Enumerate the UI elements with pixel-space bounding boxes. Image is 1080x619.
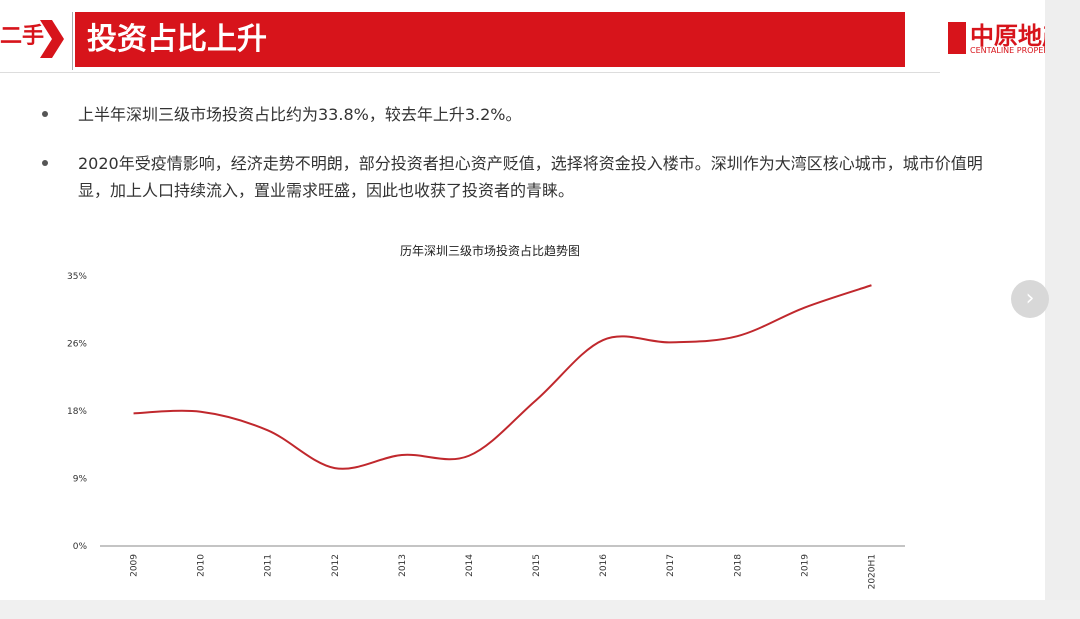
chart: 历年深圳三级市场投资占比趋势图 0% 9% 18% 26% 35% 2009 2010 201… <box>67 243 905 589</box>
line <box>133 284 872 470</box>
bullet-dot <box>42 111 48 117</box>
x-tick-label: 2013 <box>398 554 408 577</box>
x-tick-label: 2010 <box>197 554 207 577</box>
x-tick-label: 2017 <box>666 554 676 577</box>
rule <box>0 72 940 73</box>
x-tick-label: 2020H1 <box>867 554 877 589</box>
bullet-dot <box>42 160 48 166</box>
x-tick-label: 2012 <box>331 554 341 577</box>
x-tick-label: 2016 <box>599 554 609 577</box>
chart-title: 历年深圳三级市场投资占比趋势图 <box>400 243 580 258</box>
y-tick-label: 35% <box>67 272 87 282</box>
bullet-text: 上半年深圳三级市场投资占比约为33.8%，较去年上升3.2%。 <box>78 105 522 124</box>
y-tick-label: 26% <box>67 340 87 350</box>
page-title: 投资占比上升 <box>87 22 267 57</box>
bullet-text: 2020年受疫情影响，经济走势不明朗，部分投资者担心资产贬值，选择将资金投入楼市… <box>78 154 983 200</box>
x-tick-label: 2015 <box>532 554 542 577</box>
logo-en: CENTALINE PROPERTY <box>970 46 1059 55</box>
y-tick-label: 0% <box>73 542 88 552</box>
x-tick-label: 2019 <box>800 554 810 577</box>
x-tick-label: 2009 <box>130 554 140 577</box>
title-bar: 投资占比上升 <box>75 12 905 67</box>
x-tick-label: 2011 <box>264 554 274 577</box>
tab-label: 二手 <box>0 24 45 49</box>
divider <box>72 12 73 70</box>
logo-mark <box>948 22 966 54</box>
x-tick-label: 2014 <box>465 554 475 577</box>
bottom-strip <box>0 600 1080 619</box>
side-strip <box>1045 0 1080 619</box>
y-tick-label: 9% <box>73 475 88 485</box>
next-button[interactable]: › <box>1011 280 1049 318</box>
arrow-icon <box>40 20 64 58</box>
y-tick-label: 18% <box>67 407 87 417</box>
x-tick-label: 2018 <box>733 554 743 577</box>
